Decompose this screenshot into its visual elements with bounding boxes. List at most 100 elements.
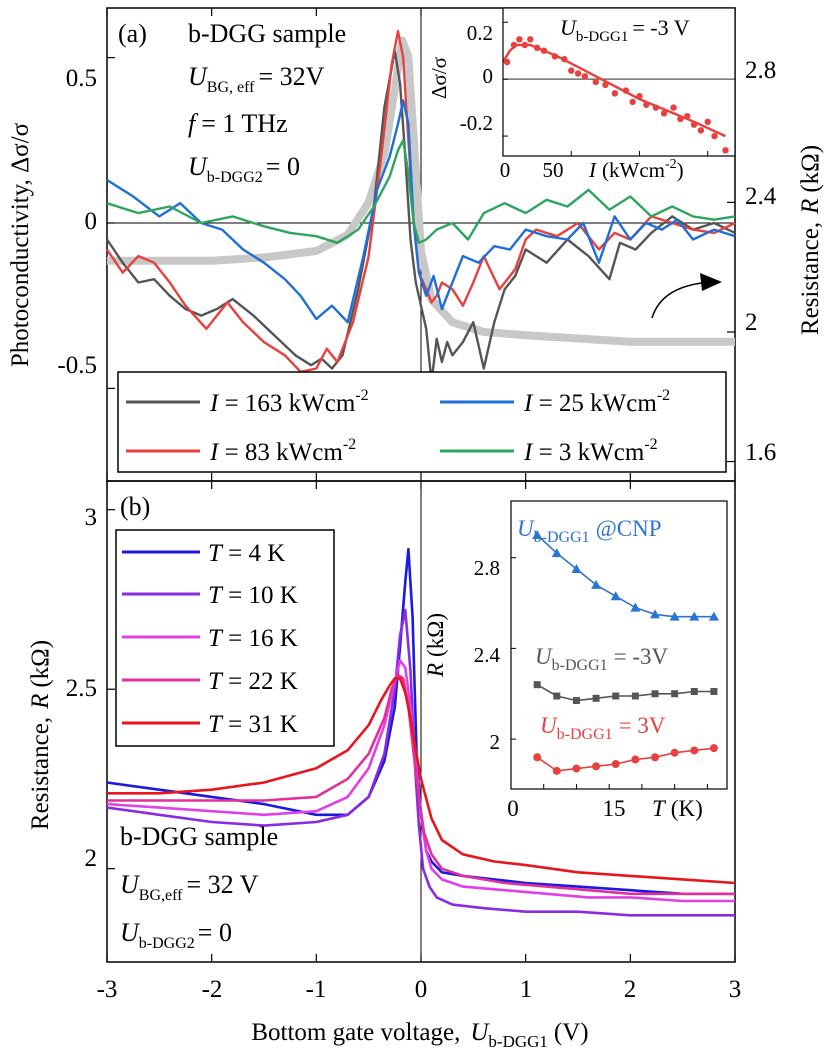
panel-a-annotation: b-DGG sample UBG, eff = 32V f = 1 THz Ub-D…: [188, 19, 346, 186]
panel-b-plot: [106, 481, 736, 962]
inset-b-xlabel: T (K): [652, 796, 703, 821]
x-label-var: U: [470, 1019, 490, 1046]
legend-label-16k: T = 16 K: [208, 625, 298, 652]
m3-text: = -3V: [614, 644, 669, 669]
resistance-curve-a: [107, 36, 735, 346]
inset-a-point: [611, 90, 619, 97]
inset-b-marker-circle: [690, 746, 699, 755]
inset-b-marker-square: [710, 687, 718, 695]
inset-a-point: [711, 132, 718, 140]
x-tick-1: 1: [520, 976, 533, 1003]
legend-label-22k: T = 22 K: [208, 668, 298, 695]
legend-label-31k: T = 31 K: [208, 711, 298, 738]
m3-var: U: [535, 644, 553, 669]
inset-b-marker-circle: [709, 744, 718, 753]
inset-a-point: [622, 87, 630, 94]
inset-b-marker-circle: [533, 753, 542, 762]
photoconductivity-series-3: [106, 139, 736, 245]
inset-a-ytick--0.2: -0.2: [460, 111, 493, 135]
ylabel-text: Resistance,: [27, 717, 54, 830]
inset-b-xtick-15: 15: [603, 796, 626, 821]
legend-text: = 83 kWcm: [218, 439, 343, 466]
panel-a-legend-box: [117, 371, 727, 473]
inset-b-ytick-2.8: 2.8: [474, 556, 500, 580]
inset-a-point: [540, 47, 548, 54]
inset-b-xlabel-var: T: [652, 796, 667, 821]
inset-a-point: [533, 44, 541, 52]
x-tick-labels: -3 -2 -1 0 1 2 3: [97, 976, 742, 1003]
right-label-text: Resistance,: [797, 222, 824, 335]
legend-text: = 10 K: [222, 582, 298, 609]
ubg-sub: BG, eff: [207, 79, 255, 96]
udgg2-sub: b-DGG2: [139, 935, 195, 952]
inset-a-point: [516, 36, 523, 43]
inset-b-marker-circle: [631, 755, 640, 764]
f-var: f: [188, 109, 199, 138]
legend-var: T: [208, 582, 224, 609]
inset-a-point: [652, 104, 660, 111]
inset-a-point: [704, 118, 711, 126]
legend-text: = 25 kWcm: [532, 390, 657, 417]
y-tick-b-2.5: 2.5: [66, 675, 97, 702]
legend-var: T: [208, 668, 224, 695]
ylabel-unit: (kΩ): [27, 640, 54, 688]
legend-label-4k: T = 4 K: [208, 540, 285, 567]
legend-text: = 31 K: [222, 711, 298, 738]
udgg2-val: = 0: [198, 918, 232, 947]
inset-b-marker-square: [533, 681, 541, 689]
udgg2-var: U: [120, 918, 141, 947]
legend-var: T: [208, 540, 224, 567]
x-label-unit: (V): [554, 1019, 589, 1046]
inset-a-point: [581, 73, 589, 80]
panel-a-inset: Ub-DGG1 = -3 V Δσ/σ I (kWcm-2) 0 50 0.2 0 …: [427, 7, 736, 182]
inset-b-line-1: [536, 684, 714, 702]
inset-a-plot: [501, 21, 735, 156]
photoconductivity-series-2: [106, 99, 736, 324]
x-axis-label: Bottom gate voltage, Ub-DGG1 (V): [251, 1019, 588, 1051]
inset-b-ylabel-unit: (kΩ): [423, 613, 448, 657]
inset-a-xtick-50: 50: [543, 158, 564, 182]
inset-a-point: [521, 41, 529, 49]
inset-a-title-sub: b-DGG1: [576, 29, 629, 45]
inset-a-ylabel: Δσ/σ: [427, 57, 451, 99]
inset-a-point: [602, 81, 609, 89]
ubg-sub: BG,eff: [139, 887, 183, 904]
p3-var: U: [540, 713, 558, 738]
x-tick-3: 3: [729, 976, 742, 1003]
inset-b-marker-square: [631, 692, 639, 700]
panel-b-sample-text: b-DGG sample: [120, 822, 278, 851]
legend-var: I: [209, 390, 220, 417]
panel-a-tag: (a): [118, 19, 147, 48]
inset-a-point: [510, 41, 518, 49]
inset-a-ytick-0: 0: [483, 64, 494, 88]
resistance-series-4: [107, 677, 736, 885]
legend-label-25: I = 25 kWcm-2: [523, 387, 670, 417]
panel-a-right-label: Resistance, R (kΩ): [797, 145, 824, 335]
inset-a-point: [592, 78, 599, 86]
x-tick--2: -2: [202, 976, 223, 1003]
legend-text: = 22 K: [222, 668, 298, 695]
legend-text: = 3 kWcm: [532, 439, 645, 466]
ubg-var: U: [120, 870, 141, 899]
resistance-series-0: [106, 547, 735, 896]
inset-a-xlabel-unit: (kWcm: [602, 158, 665, 182]
inset-b-marker-circle: [611, 760, 620, 769]
y-tick-a-0.5: 0.5: [66, 65, 97, 92]
legend-sup: -2: [355, 387, 368, 404]
panel-a-udgg2-label: Ub-DGG2 = 0: [188, 152, 300, 186]
inset-b-p3-label: Ub-DGG1 = 3V: [540, 713, 666, 743]
right-label-var: R: [797, 199, 824, 215]
inset-a-xlabel-var: I: [588, 158, 597, 182]
x-tick-2: 2: [624, 976, 637, 1003]
ylabel-var: R: [27, 694, 54, 710]
right-axis-arrow: [651, 273, 722, 319]
inset-a-title-val: = -3 V: [632, 15, 689, 40]
legend-sup: -2: [343, 436, 356, 453]
inset-b-marker-circle: [552, 766, 561, 775]
panel-a-freq-label: f = 1 THz: [188, 109, 288, 138]
inset-b-marker-triangle: [689, 611, 700, 621]
inset-b-marker-triangle: [532, 530, 543, 540]
inset-b-marker-square: [553, 692, 561, 700]
inset-a-point: [527, 36, 534, 43]
